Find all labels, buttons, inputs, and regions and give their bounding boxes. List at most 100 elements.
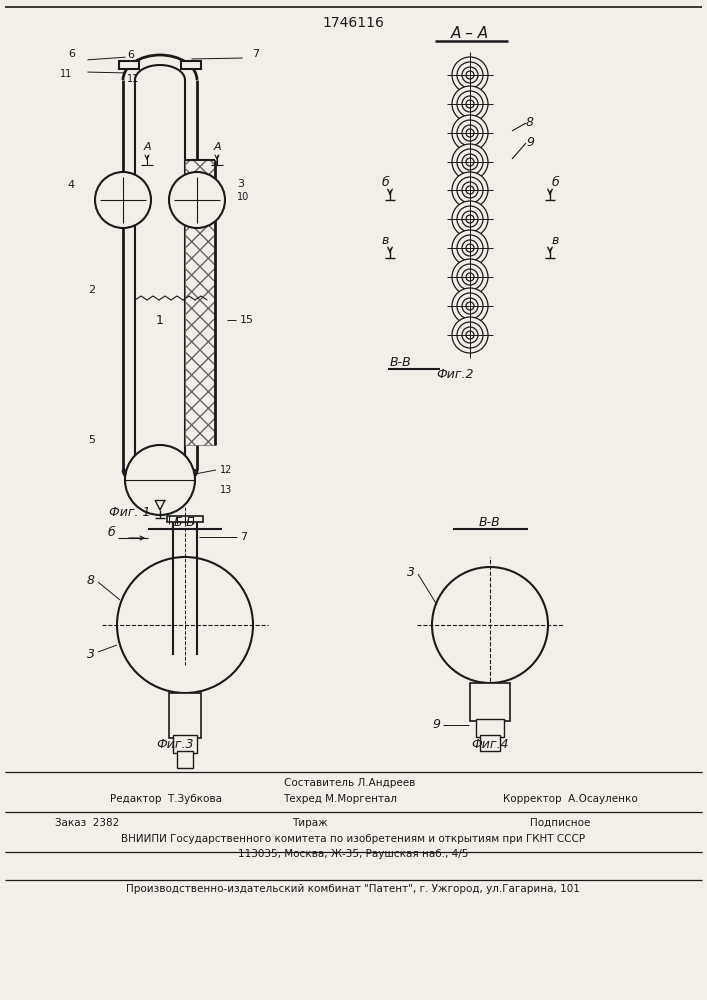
Circle shape <box>462 154 478 170</box>
Text: 10: 10 <box>237 192 250 202</box>
Text: В-В: В-В <box>390 356 411 368</box>
Circle shape <box>462 96 478 112</box>
Circle shape <box>169 172 225 228</box>
Text: Тираж: Тираж <box>292 818 328 828</box>
Text: Составитель Л.Андреев: Составитель Л.Андреев <box>284 778 416 788</box>
Text: 7: 7 <box>252 49 259 59</box>
Text: ВНИИПИ Государственного комитета по изобретениям и открытиям при ГКНТ СССР: ВНИИПИ Государственного комитета по изоб… <box>121 834 585 844</box>
Text: 6: 6 <box>68 49 75 59</box>
Text: в: в <box>551 233 559 246</box>
Text: 9: 9 <box>526 135 534 148</box>
Circle shape <box>462 67 478 83</box>
Text: 13: 13 <box>220 485 233 495</box>
Circle shape <box>466 186 474 194</box>
Circle shape <box>466 302 474 310</box>
Text: 1: 1 <box>156 314 164 326</box>
Text: А: А <box>144 142 151 152</box>
Bar <box>480 735 500 751</box>
Circle shape <box>125 445 195 515</box>
Text: Фиг.4: Фиг.4 <box>472 738 509 752</box>
Text: 2: 2 <box>88 285 95 295</box>
Circle shape <box>457 264 483 290</box>
Text: 11: 11 <box>127 74 139 84</box>
Circle shape <box>457 235 483 261</box>
Text: б: б <box>107 526 115 538</box>
Circle shape <box>457 120 483 146</box>
Text: Фиг. 1: Фиг. 1 <box>110 506 151 518</box>
Circle shape <box>457 149 483 175</box>
Circle shape <box>466 158 474 166</box>
Text: 8: 8 <box>526 115 534 128</box>
Circle shape <box>466 71 474 79</box>
Circle shape <box>457 91 483 117</box>
Circle shape <box>457 206 483 232</box>
Circle shape <box>462 298 478 314</box>
Circle shape <box>95 172 151 228</box>
Text: 3: 3 <box>87 648 95 662</box>
Text: 113035, Москва, Ж-35, Раушская наб., 4/5: 113035, Москва, Ж-35, Раушская наб., 4/5 <box>238 849 468 859</box>
Text: Б-Б: Б-Б <box>174 516 196 528</box>
Bar <box>470 683 510 721</box>
Circle shape <box>432 567 548 683</box>
Circle shape <box>117 557 253 693</box>
Text: 3: 3 <box>237 179 244 189</box>
Circle shape <box>462 240 478 256</box>
Circle shape <box>466 215 474 223</box>
Text: Техред М.Моргентал: Техред М.Моргентал <box>283 794 397 804</box>
Circle shape <box>462 211 478 227</box>
Text: 5: 5 <box>88 435 95 445</box>
Text: Фиг.2: Фиг.2 <box>436 367 474 380</box>
Circle shape <box>462 269 478 285</box>
Text: Фиг.3: Фиг.3 <box>156 738 194 752</box>
Text: 4: 4 <box>68 180 75 190</box>
Bar <box>177 751 193 768</box>
Text: А – А: А – А <box>451 25 489 40</box>
Circle shape <box>466 273 474 281</box>
Circle shape <box>466 244 474 252</box>
Text: б: б <box>381 176 389 188</box>
Bar <box>173 735 197 753</box>
Text: 6: 6 <box>127 50 134 60</box>
Circle shape <box>452 172 488 208</box>
Circle shape <box>457 322 483 348</box>
Circle shape <box>466 129 474 137</box>
Circle shape <box>466 100 474 108</box>
Text: Подписное: Подписное <box>530 818 590 828</box>
Bar <box>119 61 139 69</box>
Circle shape <box>452 57 488 93</box>
Bar <box>185 160 215 445</box>
Text: 7: 7 <box>240 532 247 542</box>
Text: Редактор  Т.Зубкова: Редактор Т.Зубкова <box>110 794 222 804</box>
Circle shape <box>452 86 488 122</box>
Circle shape <box>452 317 488 353</box>
Text: 11: 11 <box>60 69 72 79</box>
Bar <box>169 693 201 738</box>
Text: 3: 3 <box>407 566 415 578</box>
Circle shape <box>452 259 488 295</box>
Circle shape <box>457 177 483 203</box>
Circle shape <box>462 125 478 141</box>
Text: Корректор  А.Осауленко: Корректор А.Осауленко <box>503 794 638 804</box>
Circle shape <box>452 144 488 180</box>
Text: А: А <box>214 142 221 152</box>
Circle shape <box>457 62 483 88</box>
Text: 9: 9 <box>432 718 440 732</box>
Circle shape <box>452 230 488 266</box>
Circle shape <box>457 293 483 319</box>
Bar <box>476 719 504 737</box>
Text: 12: 12 <box>220 465 233 475</box>
Text: б: б <box>551 176 559 188</box>
Text: Заказ  2382: Заказ 2382 <box>55 818 119 828</box>
Text: в: в <box>381 233 389 246</box>
Text: 1746116: 1746116 <box>322 16 384 30</box>
Text: 15: 15 <box>240 315 254 325</box>
Circle shape <box>452 288 488 324</box>
Circle shape <box>466 331 474 339</box>
Circle shape <box>462 327 478 343</box>
Bar <box>167 516 203 522</box>
Text: 8: 8 <box>87 574 95 586</box>
Text: Производственно-издательский комбинат "Патент", г. Ужгород, ул.Гагарина, 101: Производственно-издательский комбинат "П… <box>126 884 580 894</box>
Circle shape <box>452 201 488 237</box>
Text: В-В: В-В <box>479 516 501 528</box>
Bar <box>181 61 201 69</box>
